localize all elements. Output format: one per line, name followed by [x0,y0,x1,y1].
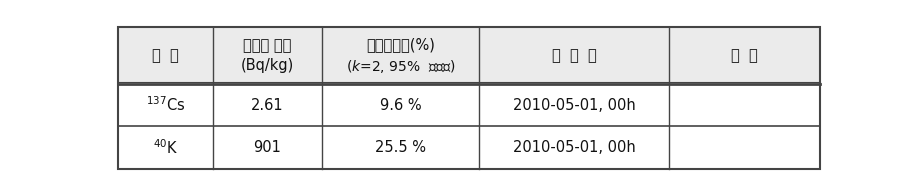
Text: 901: 901 [253,140,281,155]
Text: 25.5 %: 25.5 % [375,140,426,155]
Text: 기  준  일: 기 준 일 [552,48,597,63]
Text: 기  타: 기 타 [731,48,758,63]
Text: (Bq/kg): (Bq/kg) [241,58,294,73]
Text: ($\mathit{k}$=2, 95%  신뢰도): ($\mathit{k}$=2, 95% 신뢰도) [346,58,455,75]
Text: 9.6 %: 9.6 % [380,98,421,113]
Text: 핵  종: 핵 종 [152,48,178,63]
Text: $^{40}$K: $^{40}$K [153,138,178,157]
Text: 방사능 농도: 방사능 농도 [242,38,291,53]
Text: $^{137}$Cs: $^{137}$Cs [145,96,185,114]
Text: 2010-05-01, 00h: 2010-05-01, 00h [513,98,636,113]
Text: 확장불확도(%): 확장불확도(%) [366,37,435,52]
Bar [118,27,820,84]
Text: 2010-05-01, 00h: 2010-05-01, 00h [513,140,636,155]
Text: 2.61: 2.61 [251,98,284,113]
